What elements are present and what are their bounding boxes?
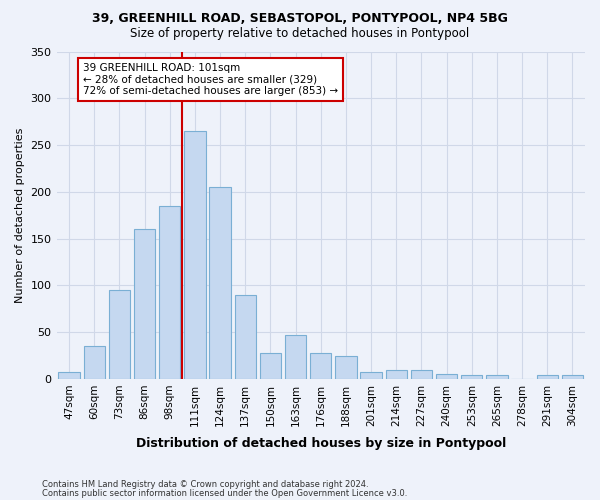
Text: Contains HM Land Registry data © Crown copyright and database right 2024.: Contains HM Land Registry data © Crown c…: [42, 480, 368, 489]
Bar: [134, 229, 155, 379]
Bar: [310, 352, 331, 379]
Bar: [58, 372, 80, 379]
Text: 39 GREENHILL ROAD: 101sqm
← 28% of detached houses are smaller (329)
72% of semi: 39 GREENHILL ROAD: 101sqm ← 28% of detac…: [83, 62, 338, 96]
Text: Contains public sector information licensed under the Open Government Licence v3: Contains public sector information licen…: [42, 488, 407, 498]
Y-axis label: Number of detached properties: Number of detached properties: [15, 128, 25, 303]
Bar: [486, 375, 508, 379]
Bar: [184, 131, 206, 379]
Bar: [260, 352, 281, 379]
Bar: [411, 370, 432, 379]
Bar: [83, 346, 105, 379]
Text: 39, GREENHILL ROAD, SEBASTOPOL, PONTYPOOL, NP4 5BG: 39, GREENHILL ROAD, SEBASTOPOL, PONTYPOO…: [92, 12, 508, 26]
Bar: [209, 187, 231, 379]
Bar: [436, 374, 457, 379]
X-axis label: Distribution of detached houses by size in Pontypool: Distribution of detached houses by size …: [136, 437, 506, 450]
Bar: [562, 375, 583, 379]
Bar: [461, 375, 482, 379]
Text: Size of property relative to detached houses in Pontypool: Size of property relative to detached ho…: [130, 28, 470, 40]
Bar: [335, 356, 356, 379]
Bar: [361, 372, 382, 379]
Bar: [109, 290, 130, 379]
Bar: [235, 294, 256, 379]
Bar: [285, 335, 307, 379]
Bar: [159, 206, 181, 379]
Bar: [386, 370, 407, 379]
Bar: [536, 375, 558, 379]
